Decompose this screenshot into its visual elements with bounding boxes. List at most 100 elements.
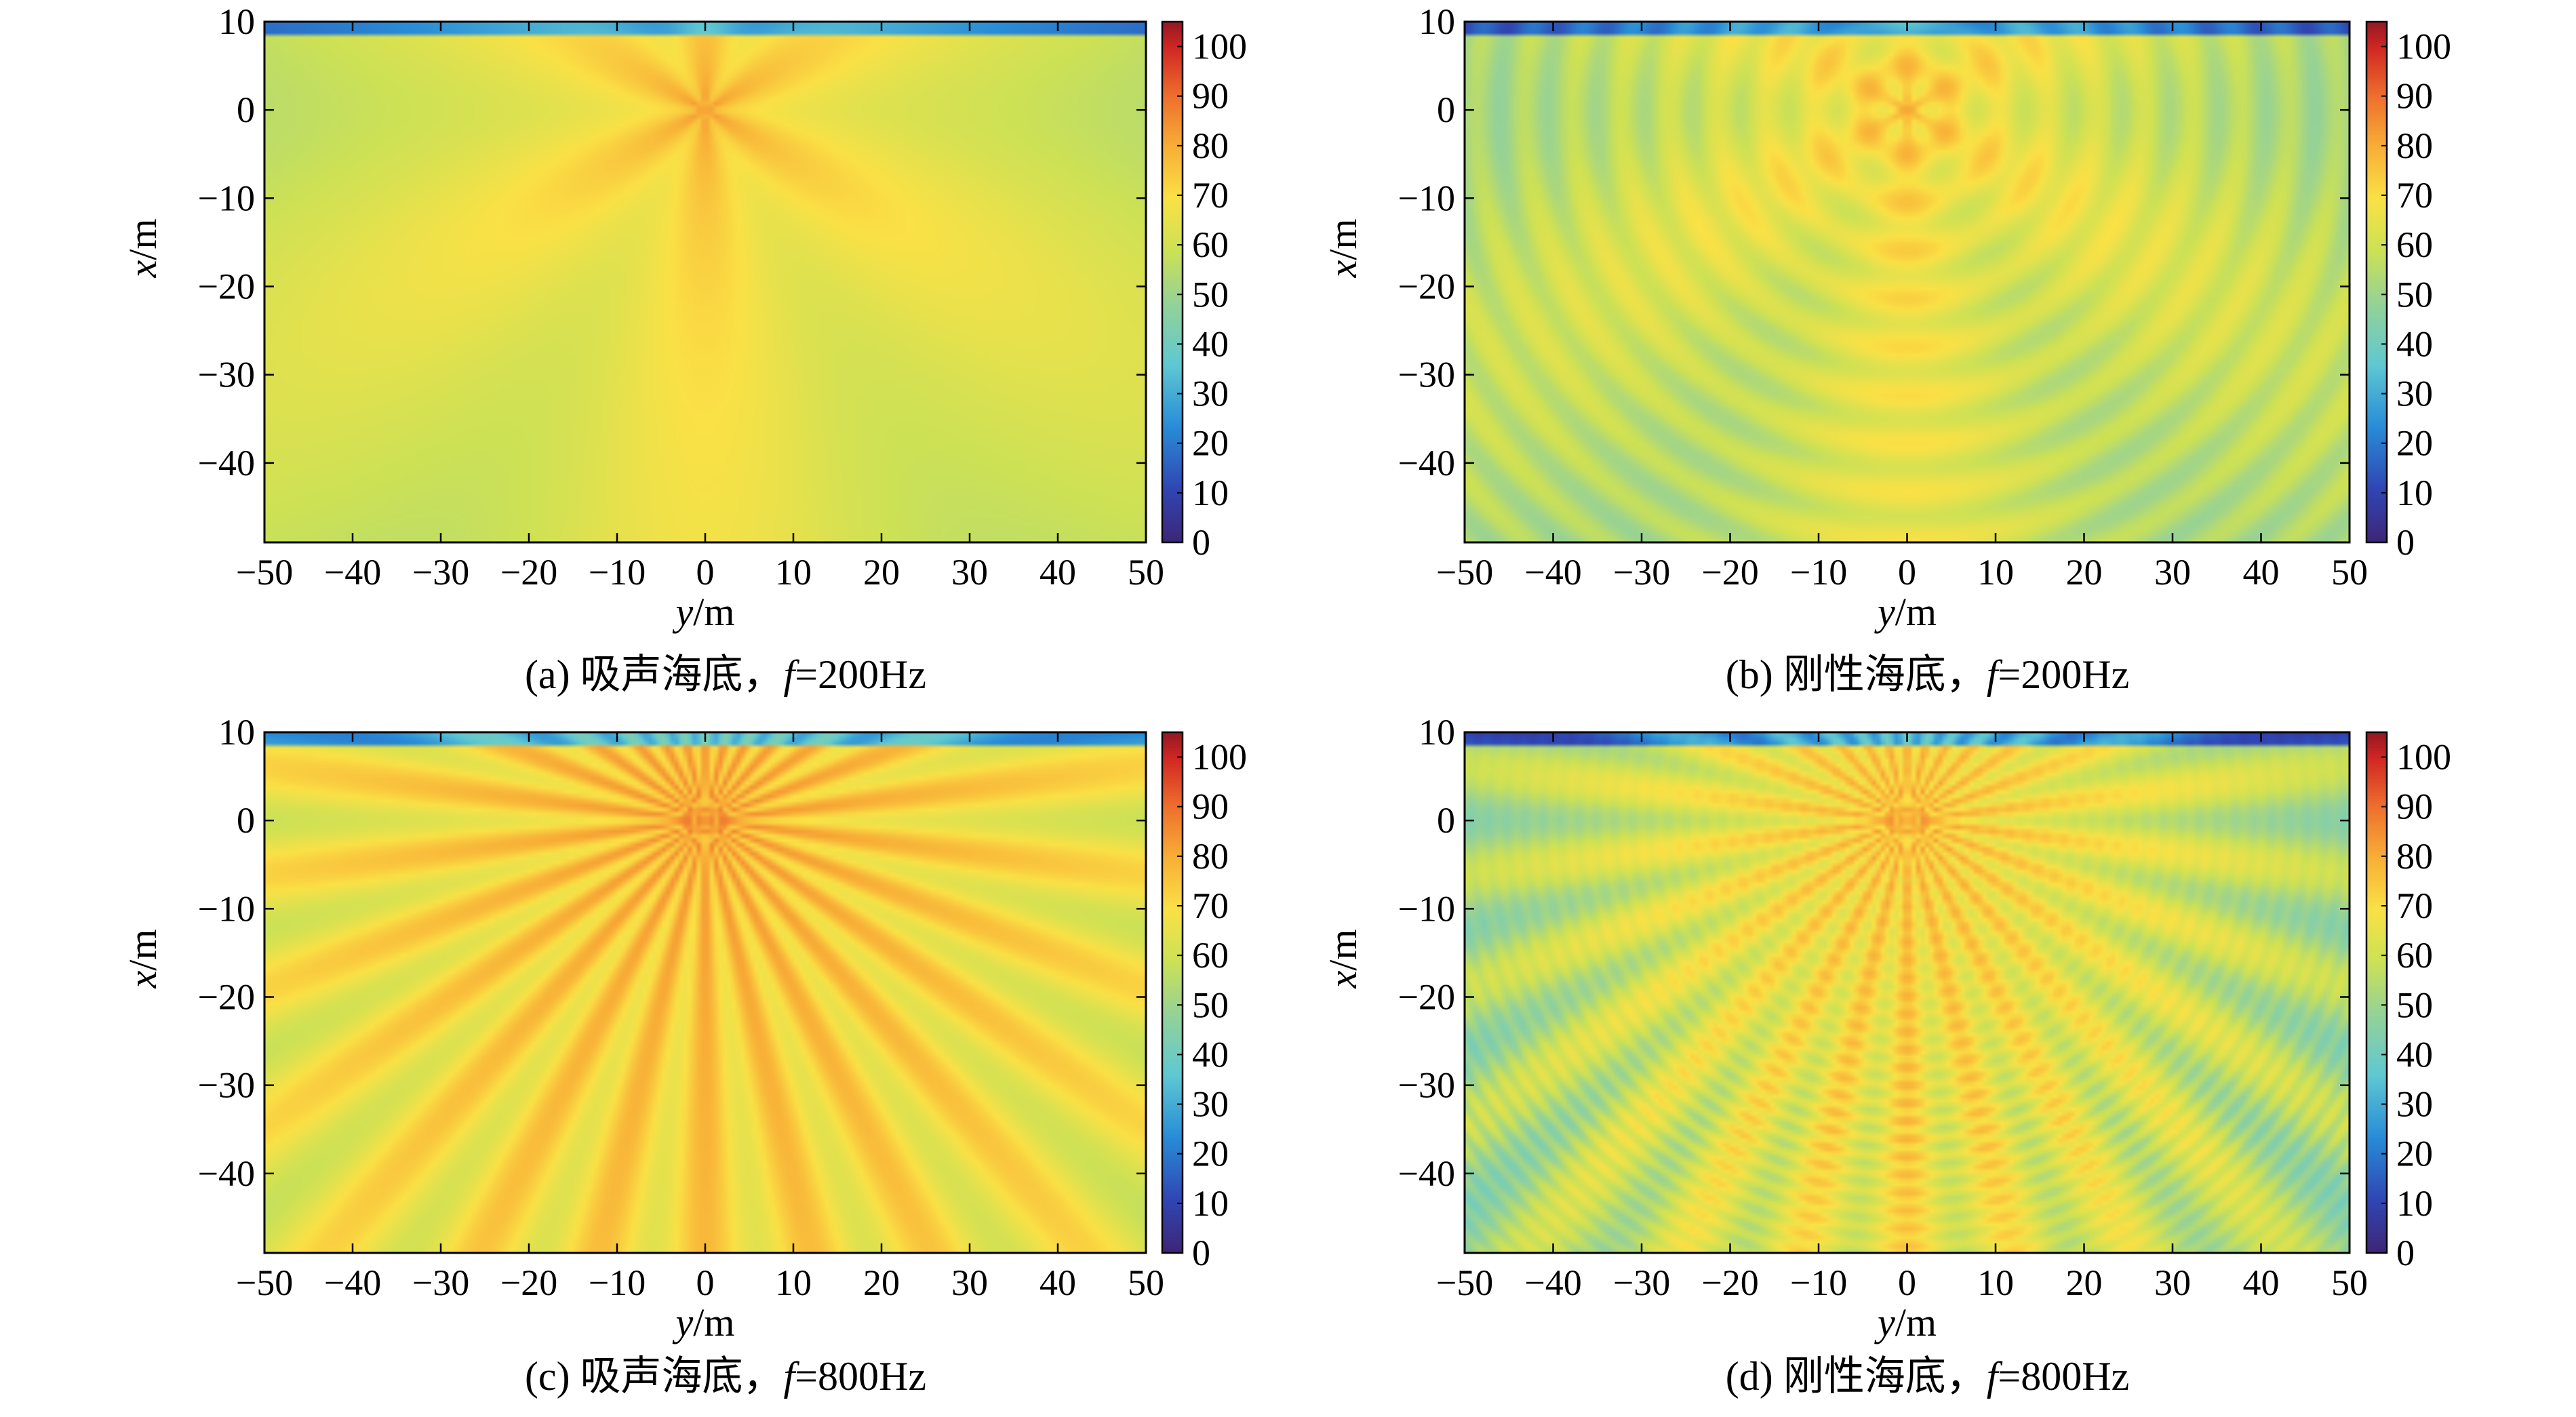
x-tick-label: 20 <box>2066 552 2103 593</box>
x-tick-label: −10 <box>589 1262 646 1303</box>
x-tick-label: 0 <box>696 552 715 593</box>
y-tick-label: −10 <box>198 888 255 929</box>
colorbar-frame <box>2365 20 2388 544</box>
colorbar-frame <box>1161 731 1184 1254</box>
colorbar-tick-label: 70 <box>1192 885 1229 926</box>
colorbar <box>2366 732 2387 1253</box>
colorbar-tick-label: 10 <box>2396 1183 2433 1224</box>
colorbar-tick-label: 50 <box>1192 984 1229 1025</box>
x-tick-label: 10 <box>775 1262 812 1303</box>
x-tick-label: −50 <box>236 552 293 593</box>
x-tick-label: 0 <box>696 1262 715 1303</box>
x-axis-label: y/m <box>673 590 735 634</box>
colorbar-tick-label: 100 <box>1192 737 1247 778</box>
x-tick-label: 0 <box>1898 552 1916 593</box>
y-tick-label: −20 <box>1398 266 1455 307</box>
y-tick-label: 0 <box>1437 800 1455 841</box>
colorbar-tick-label: 80 <box>2396 836 2433 877</box>
x-tick-label: 10 <box>1977 552 2014 593</box>
x-tick-label: 40 <box>1039 1262 1076 1303</box>
colorbar-tick-label: 0 <box>2396 522 2415 563</box>
y-tick-label: −20 <box>198 266 255 307</box>
x-tick-label: 50 <box>2331 552 2368 593</box>
x-tick-label: 40 <box>2243 552 2280 593</box>
colorbar-tick-label: 70 <box>1192 175 1229 216</box>
x-tick-label: 20 <box>863 552 900 593</box>
colorbar-tick-label: 100 <box>1192 26 1247 67</box>
x-tick-label: 20 <box>2066 1262 2103 1303</box>
x-tick-label: 10 <box>775 552 812 593</box>
colorbar-tick-label: 90 <box>2396 786 2433 827</box>
y-tick-label: 0 <box>237 800 255 841</box>
y-tick-label: −10 <box>1398 888 1455 929</box>
colorbar-tick-label: 20 <box>2396 1134 2433 1174</box>
y-tick-label: −10 <box>1398 178 1455 218</box>
x-tick-label: 10 <box>1977 1262 2014 1303</box>
colorbar-tick-label: 20 <box>1192 423 1229 464</box>
colorbar-tick-label: 0 <box>1192 522 1210 563</box>
colorbar-tick-label: 30 <box>2396 1084 2433 1125</box>
heatmap-image <box>1465 22 2350 542</box>
y-tick-label: −30 <box>1398 355 1455 395</box>
y-tick-label: 10 <box>218 1 255 42</box>
x-tick-label: −50 <box>236 1262 293 1303</box>
panel-c: −50 −40 −30 −20 −10 0 10 20 30 40 50100−10−20−30−4… <box>121 712 1247 1399</box>
colorbar-tick-label: 40 <box>1192 323 1229 364</box>
x-tick-label: −20 <box>500 1262 557 1303</box>
colorbar-tick-label: 30 <box>1192 374 1229 414</box>
colorbar-tick-label: 20 <box>2396 423 2433 464</box>
x-tick-label: 40 <box>2243 1262 2280 1303</box>
colorbar-tick-label: 50 <box>2396 274 2433 315</box>
colorbar-tick-label: 70 <box>2396 885 2433 926</box>
x-tick-label: −40 <box>324 1262 381 1303</box>
x-tick-label: 50 <box>1128 552 1164 593</box>
colorbar-frame <box>2365 731 2388 1254</box>
x-tick-label: −50 <box>1436 552 1493 593</box>
colorbar-tick-label: 80 <box>2396 125 2433 166</box>
colorbar-frame <box>1161 20 1184 544</box>
x-tick-label: −50 <box>1436 1262 1493 1303</box>
colorbar-tick-label: 60 <box>2396 224 2433 265</box>
colorbar-tick-label: 100 <box>2396 26 2451 67</box>
y-tick-label: 0 <box>1437 89 1455 130</box>
y-tick-label: 10 <box>1419 1 1455 42</box>
colorbar-tick-label: 60 <box>2396 935 2433 976</box>
colorbar-tick-label: 80 <box>1192 125 1229 166</box>
colorbar-tick-label: 30 <box>2396 374 2433 414</box>
colorbar-tick-label: 60 <box>1192 224 1229 265</box>
x-tick-label: 50 <box>1128 1262 1164 1303</box>
x-tick-label: −30 <box>412 1262 469 1303</box>
x-tick-label: −30 <box>1613 552 1670 593</box>
y-tick-label: 10 <box>1419 712 1455 753</box>
colorbar-tick-label: 10 <box>1192 473 1229 513</box>
x-tick-label: −20 <box>500 552 557 593</box>
colorbar-tick-label: 90 <box>1192 786 1229 827</box>
x-tick-label: −40 <box>324 552 381 593</box>
colorbar-tick-label: 20 <box>1192 1134 1229 1174</box>
x-axis-label: y/m <box>1874 1300 1937 1344</box>
x-tick-label: −20 <box>1701 1262 1758 1303</box>
colorbar-tick-label: 40 <box>1192 1034 1229 1075</box>
y-tick-label: −20 <box>198 977 255 1018</box>
x-tick-label: 30 <box>951 1262 988 1303</box>
x-tick-label: 30 <box>2154 552 2191 593</box>
x-tick-label: 30 <box>951 552 988 593</box>
y-tick-label: 10 <box>218 712 255 753</box>
colorbar-tick-label: 30 <box>1192 1084 1229 1125</box>
colorbar <box>2366 22 2387 542</box>
colorbar <box>1162 22 1183 542</box>
x-tick-label: −10 <box>589 552 646 593</box>
colorbar-tick-label: 90 <box>1192 76 1229 117</box>
y-tick-label: −40 <box>1398 1153 1455 1194</box>
colorbar-tick-label: 90 <box>2396 76 2433 117</box>
subfigure-caption: (c) 吸声海底，f=800Hz <box>525 1354 926 1399</box>
x-tick-label: 30 <box>2154 1262 2191 1303</box>
x-axis-label: y/m <box>1874 590 1937 634</box>
colorbar-tick-label: 10 <box>1192 1183 1229 1224</box>
panel-d: −50 −40 −30 −20 −10 0 10 20 30 40 50100−10−20−30−4… <box>1321 712 2451 1399</box>
colorbar-tick-label: 0 <box>2396 1233 2415 1273</box>
x-tick-label: −20 <box>1701 552 1758 593</box>
y-tick-label: −20 <box>1398 977 1455 1018</box>
x-axis-label: y/m <box>673 1300 735 1344</box>
y-tick-label: −40 <box>198 443 255 483</box>
